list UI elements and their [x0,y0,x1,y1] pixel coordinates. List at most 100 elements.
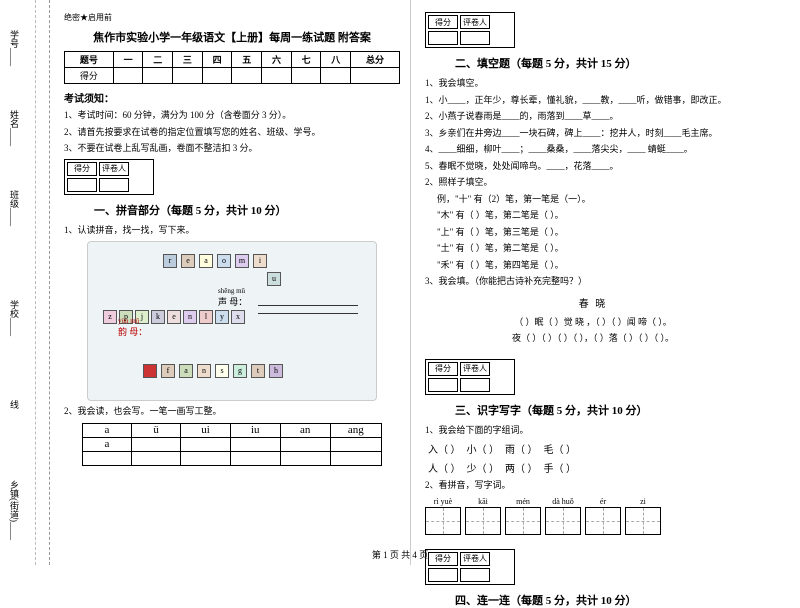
write-boxes-row: rì yuè kāi mén dà huǒ ér zi [425,497,761,535]
cube: n [183,310,197,324]
stroke-line: "木" 有（ ）笔，第二笔是（ ）。 [437,209,761,223]
q3-label: 3、我会填。（你能把古诗补充完整吗？） [425,275,761,289]
cube: u [267,272,281,286]
pinyin-answer: a [83,437,132,451]
th: 二 [143,52,173,68]
write-box: mén [505,497,541,535]
fill-line: 3、乡亲们在井旁边____一块石碑，碑上____：挖井人，时刻____毛主席。 [425,127,761,141]
binding-margin: 学号____ 姓名____ 班级____ 学校____ 线 乡镇(街道)____ [0,0,50,565]
cube: m [235,254,249,268]
write-box: dà huǒ [545,497,581,535]
write-box: ér [585,497,621,535]
cube: n [197,364,211,378]
cube: h [269,364,283,378]
score-summary-table: 题号 一 二 三 四 五 六 七 八 总分 得分 [64,51,400,84]
cube: o [217,254,231,268]
th: 四 [202,52,232,68]
th: 七 [291,52,321,68]
yunmu-label: yùn mǔ 韵 母： [118,317,147,338]
section4-title: 四、连一连（每题 5 分，共计 10 分） [455,592,761,608]
th: 题号 [65,52,114,68]
section-score-box: 得分评卷人 [425,12,515,48]
pinyin-cell: an [280,423,330,437]
exam-page: 学号____ 姓名____ 班级____ 学校____ 线 乡镇(街道)____… [0,0,800,565]
s3-q1: 1、我会给下面的字组词。 [425,424,761,438]
stroke-line: "上" 有（ ）笔，第三笔是（ ）。 [437,226,761,240]
binding-xian: 线 [8,400,21,409]
fill-line: 4、____细细，柳叶____；____桑桑，____落尖尖，____ 蜻蜓__… [425,143,761,157]
binding-cut-line [35,0,36,565]
cube: f [161,364,175,378]
cube: r [163,254,177,268]
cube: s [215,364,229,378]
cube: z [103,310,117,324]
th: 一 [113,52,143,68]
write-box: zi [625,497,661,535]
pinyin-cell: ang [330,423,381,437]
binding-xingming: 姓名____ [8,110,21,146]
cube: a [179,364,193,378]
section2-title: 二、填空题（每题 5 分，共计 15 分） [455,55,761,71]
notice-item: 3、不要在试卷上乱写乱画，卷面不整洁扣 3 分。 [64,142,400,156]
q2-label: 2、照样子填空。 [425,176,761,190]
char-row: 人（ ）少（ ）两（ ）手（ ） [425,460,761,475]
left-column: 绝密★启用前 焦作市实验小学一年级语文【上册】每周一练试题 附答案 题号 一 二… [50,0,410,565]
th: 六 [262,52,292,68]
pinyin-snake-diagram: r e a o m i u z p j k e n l y x f a n [87,241,377,401]
right-column: 得分评卷人 二、填空题（每题 5 分，共计 15 分） 1、我会填空。 1、小_… [411,0,771,565]
secrecy-label: 绝密★启用前 [64,12,400,23]
cube [143,364,157,378]
cube: l [199,310,213,324]
stroke-line: "禾" 有（ ）笔，第四笔是（ ）。 [437,259,761,273]
binding-xiangzhen: 乡镇(街道)____ [8,480,21,540]
cube: e [181,254,195,268]
binding-xuehao: 学号____ [8,30,21,66]
q1-text: 1、认读拼音，找一找，写下来。 [64,224,400,238]
cube: y [215,310,229,324]
pinyin-cell: ui [181,423,231,437]
write-box: kāi [465,497,501,535]
write-box: rì yuè [425,497,461,535]
poem-title: 春 晓 [425,295,761,310]
poem-line: （ ）眠（ ）觉 晓 ，（ ）（ ）闻 啼（ ）。 [425,316,761,330]
defen-label: 得分 [428,15,458,29]
page-footer: 第 1 页 共 4 页 [0,548,800,561]
pinyin-cell: a [83,423,132,437]
th: 八 [321,52,351,68]
shengmu-label: shēng mǔ 声 母： [218,287,247,308]
q1-label: 1、我会填空。 [425,77,761,91]
th: 三 [173,52,203,68]
defen-label: 得分 [67,162,97,176]
fill-line: 1、小____，正年少，尊长辈，懂礼貌，____教，____听，做错事，即改正。 [425,94,761,108]
row-label: 得分 [65,68,114,84]
notice-title: 考试须知： [64,90,400,105]
notice-item: 2、请首先按要求在试卷的指定位置填写您的姓名、班级、学号。 [64,126,400,140]
pinyin-cell: iu [230,423,280,437]
q2-text: 2、我会读，也会写。一笔一画写工整。 [64,405,400,419]
pinyin-cell: ü [132,423,181,437]
cube: i [253,254,267,268]
cube: x [231,310,245,324]
pingjuan-label: 评卷人 [460,15,490,29]
cube: g [233,364,247,378]
fill-line: 5、春眠不觉晓，处处闻啼鸟。____，花落____。 [425,160,761,174]
section-score-box: 得分评卷人 [425,359,515,395]
binding-banji: 班级____ [8,190,21,226]
table-header-row: 题号 一 二 三 四 五 六 七 八 总分 [65,52,400,68]
fill-line: 2、小燕子说春雨是____的，雨落到____草____。 [425,110,761,124]
section3-title: 三、识字写字（每题 5 分，共计 10 分） [455,402,761,418]
char-row: 入（ ）小（ ）雨（ ）毛（ ） [425,441,761,456]
poem-line: 夜（ ）（ ）（ ）（ ），（ ）落（ ）（ ）（ ）。 [425,332,761,346]
section1-title: 一、拼音部分（每题 5 分，共计 10 分） [94,202,400,218]
cube: t [251,364,265,378]
cube: e [167,310,181,324]
pinyin-write-table: a ü ui iu an ang a [82,423,382,466]
notice-item: 1、考试时间：60 分钟，满分为 100 分（含卷面分 3 分）。 [64,109,400,123]
cube: a [199,254,213,268]
stroke-line: "土" 有（ ）笔，第二笔是（ ）。 [437,242,761,256]
th: 总分 [351,52,400,68]
pingjuan-label: 评卷人 [460,362,490,376]
pingjuan-label: 评卷人 [99,162,129,176]
cube: k [151,310,165,324]
section-score-box: 得分评卷人 [64,159,154,195]
